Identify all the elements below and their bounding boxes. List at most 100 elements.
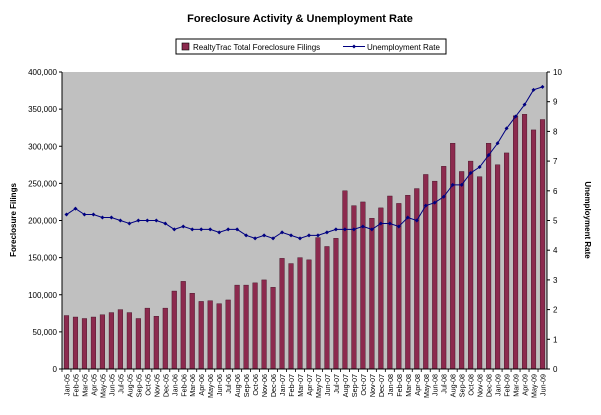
line-point [208, 227, 213, 232]
bar [324, 246, 330, 370]
legend: RealtyTrac Total Foreclosure Filings Une… [175, 38, 447, 55]
line-point [360, 224, 365, 229]
right-tick-label: 4 [553, 246, 558, 255]
line-point [91, 212, 96, 217]
line-point [432, 200, 437, 205]
x-tick-label: Nov-07 [368, 374, 377, 397]
bar [135, 318, 141, 370]
x-tick-label: Feb-06 [179, 374, 188, 397]
x-tick-label: Dec-05 [161, 374, 170, 397]
x-tick-label: Jun-05 [107, 374, 116, 396]
x-tick-label: Dec-07 [377, 374, 386, 397]
legend-line-label: Unemployment Rate [367, 43, 440, 52]
bar [306, 259, 312, 370]
line-point [73, 206, 78, 211]
right-tick-label: 5 [553, 217, 558, 226]
line-point [468, 170, 473, 175]
line-point [190, 227, 195, 232]
line-point [244, 233, 249, 238]
x-tick-label: Jul-06 [224, 374, 233, 394]
line-point [306, 233, 311, 238]
line-point [315, 233, 320, 238]
line-point [477, 165, 482, 170]
line-point [414, 218, 419, 223]
line-point [298, 236, 303, 241]
x-tick-label: Jan-05 [62, 374, 71, 396]
line-point [154, 218, 159, 223]
x-tick-label: Apr-05 [89, 374, 98, 396]
x-tick-label: Dec-08 [485, 374, 494, 397]
line-point [235, 227, 240, 232]
x-tick-label: Apr-08 [413, 374, 422, 396]
x-tick-label: Dec-06 [269, 374, 278, 397]
x-tick-label: Sep-05 [134, 374, 143, 397]
bar [216, 303, 222, 370]
left-tick-label: 350,000 [28, 105, 57, 114]
line-point [387, 221, 392, 226]
bar [189, 293, 195, 370]
bar [333, 238, 339, 370]
left-tick-label: 150,000 [28, 254, 57, 263]
x-tick-label: Nov-08 [476, 374, 485, 397]
x-tick-label: Jan-09 [494, 374, 503, 396]
line-point [145, 218, 150, 223]
x-tick-label: Aug-07 [341, 374, 350, 397]
right-axis-label: Unemployment Rate [583, 181, 592, 259]
bar [243, 284, 249, 370]
x-tick-label: Mar-05 [80, 374, 89, 397]
x-tick-label: Jul-07 [332, 374, 341, 394]
bar [72, 316, 79, 370]
x-tick-label: Oct-05 [143, 374, 152, 396]
bar [504, 152, 510, 370]
x-tick-label: Oct-08 [467, 374, 476, 396]
bar [459, 171, 465, 370]
x-tick-label: Mar-06 [188, 374, 197, 397]
x-tick-label: Feb-05 [71, 374, 80, 397]
line-point [289, 233, 294, 238]
x-tick-label: Jul-08 [440, 374, 449, 394]
line-point [441, 194, 446, 199]
right-axis-ticks: 0 1 2 3 4 5 6 7 8 9 10 [547, 68, 562, 374]
line-point [127, 221, 132, 226]
x-tick-label: May-07 [314, 374, 323, 398]
bar [342, 190, 348, 370]
chart-title: Foreclosure Activity & Unemployment Rate [187, 13, 413, 25]
x-axis-ticks: Jan-05 Feb-05 Mar-05 Apr-05 May-05 Jun-05 Jul-… [61, 369, 548, 398]
bar [378, 207, 384, 370]
right-tick-label: 0 [553, 365, 558, 374]
line-point [513, 114, 518, 119]
x-tick-label: Apr-09 [521, 374, 530, 396]
bar [153, 316, 159, 370]
line-point [226, 227, 231, 232]
left-tick-label: 100,000 [28, 291, 57, 300]
line-point [100, 215, 105, 220]
x-tick-label: Jun-07 [323, 374, 332, 396]
bar [171, 290, 177, 370]
legend-box [175, 38, 447, 55]
x-tick-label: Sep-07 [350, 374, 359, 397]
line-point [280, 230, 285, 235]
left-tick-label: 200,000 [28, 217, 57, 226]
bar [225, 299, 231, 370]
line-point [333, 227, 338, 232]
bar [126, 312, 132, 370]
x-tick-label: Feb-09 [503, 374, 512, 397]
x-tick-label: Feb-08 [395, 374, 404, 397]
right-tick-label: 10 [553, 68, 562, 77]
bar [423, 174, 429, 370]
x-tick-label: Aug-05 [125, 374, 134, 397]
line-point [253, 236, 258, 241]
x-tick-label: Nov-06 [260, 374, 269, 397]
bar [405, 195, 411, 370]
line-point [181, 224, 186, 229]
line-point [540, 84, 545, 89]
line-point [486, 153, 491, 158]
bar [162, 307, 168, 370]
line-point [342, 227, 347, 232]
x-tick-label: Jan-08 [386, 374, 395, 396]
right-tick-label: 8 [553, 127, 558, 136]
x-tick-label: Nov-05 [152, 374, 161, 397]
line-point [217, 230, 222, 235]
line-point [324, 230, 329, 235]
bar [315, 237, 321, 370]
